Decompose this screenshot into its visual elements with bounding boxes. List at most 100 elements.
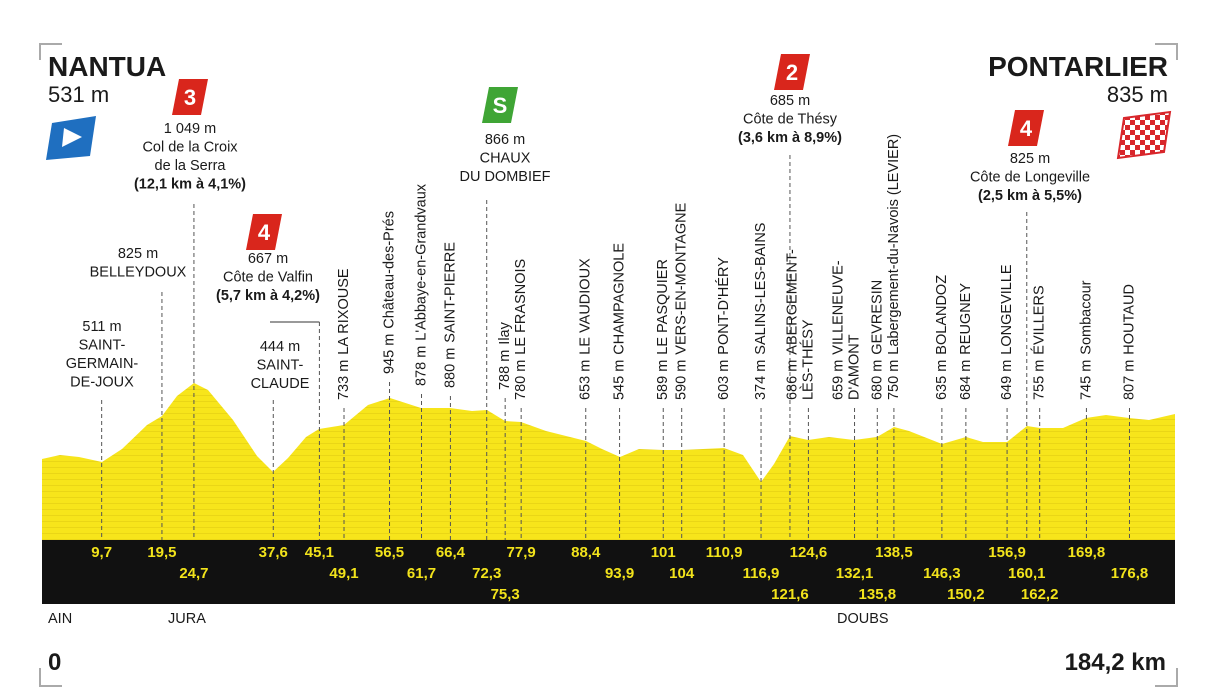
altitude: 788 m <box>497 350 513 390</box>
km-label: 19,5 <box>147 544 176 561</box>
altitude: 653 m <box>578 360 594 400</box>
place-name: Côte de Thésy <box>743 112 838 128</box>
altitude: 733 m <box>336 360 352 400</box>
waypoint-label: 780 m LE FRASNOIS <box>513 259 529 400</box>
altitude: 866 m <box>485 132 525 148</box>
region: JURA <box>168 611 206 627</box>
waypoint-label: 603 m PONT-D'HÉRY <box>715 257 732 400</box>
climb-detail: (12,1 km à 4,1%) <box>134 177 246 193</box>
altitude: 684 m <box>958 360 974 400</box>
km-label: 156,9 <box>988 544 1026 561</box>
km-label: 169,8 <box>1068 544 1106 561</box>
km-label: 150,2 <box>947 586 985 603</box>
place-name: DU DOMBIEF <box>459 169 550 185</box>
place-name: DE-JOUX <box>70 375 134 391</box>
place-name: VILLENEUVE- <box>831 260 847 354</box>
climb-detail: (3,6 km à 8,9%) <box>738 130 842 146</box>
altitude: 649 m <box>999 360 1015 400</box>
altitude: 780 m <box>513 360 529 400</box>
waypoint-label: 684 m REUGNEY <box>958 283 974 400</box>
waypoint-label: 755 m ÉVILLERS <box>1031 285 1048 400</box>
waypoint-label: LÈS-THÉSY <box>799 319 816 400</box>
km-label: 56,5 <box>375 544 404 561</box>
km-label: 116,9 <box>743 565 780 582</box>
waypoint-label: 590 m VERS-EN-MONTAGNE <box>674 202 690 400</box>
finish-name: PONTARLIER <box>988 51 1168 82</box>
altitude: 680 m <box>869 360 885 400</box>
place-name: SAINT-PIERRE <box>442 242 458 343</box>
place-name: Sombacour <box>1078 280 1094 354</box>
place-name: BELLEYDOUX <box>90 265 187 281</box>
altitude: 590 m <box>674 360 690 400</box>
km-label: 160,1 <box>1008 565 1046 582</box>
place-name: D'AMONT <box>847 334 863 400</box>
place-name: PONT-D'HÉRY <box>715 257 732 355</box>
waypoint-label: 659 m VILLENEUVE- <box>831 260 847 400</box>
start-alt: 531 m <box>48 82 109 107</box>
waypoint-label: 680 m GEVRESIN <box>869 280 885 400</box>
altitude: 1 049 m <box>164 121 216 137</box>
altitude: 589 m <box>655 360 671 400</box>
category-badge <box>172 79 208 115</box>
category-label: 4 <box>258 220 271 245</box>
km-label: 24,7 <box>179 565 208 582</box>
place-name: CHAUX <box>480 151 531 167</box>
waypoint-label: 686 m ABERGEMENT- <box>784 249 800 400</box>
altitude: 880 m <box>442 348 458 388</box>
altitude: 667 m <box>248 251 288 267</box>
altitude: 807 m <box>1121 360 1137 400</box>
km-label: 72,3 <box>472 565 501 582</box>
place-name: Côte de Valfin <box>223 270 313 286</box>
category-label: 2 <box>786 60 798 85</box>
altitude: 825 m <box>1010 151 1050 167</box>
category-label: 4 <box>1020 116 1033 141</box>
km-label: 37,6 <box>259 544 288 561</box>
km-label: 93,9 <box>605 565 634 582</box>
category-badge <box>774 54 810 90</box>
km-label: 101 <box>651 544 676 561</box>
waypoint-label: 945 m Château-des-Prés <box>382 211 398 374</box>
place-name: LE FRASNOIS <box>513 259 529 355</box>
altitude: 635 m <box>934 360 950 400</box>
km-label: 132,1 <box>836 565 874 582</box>
climb-detail: (2,5 km à 5,5%) <box>978 188 1082 204</box>
altitude: 685 m <box>770 93 810 109</box>
distance-total: 184,2 km <box>1065 649 1166 676</box>
place-name: L'Abbaye-en-Grandvaux <box>414 183 430 340</box>
km-label: 45,1 <box>305 544 334 561</box>
category-badge <box>246 214 282 250</box>
km-label: 162,2 <box>1021 586 1059 603</box>
waypoint-label: D'AMONT <box>847 334 863 400</box>
finish-flag <box>1116 110 1172 160</box>
altitude: 374 m <box>753 360 769 400</box>
start-arrow <box>62 128 82 147</box>
finish-alt: 835 m <box>1107 82 1168 107</box>
waypoint-label: 788 m Ilay <box>497 321 513 390</box>
region: DOUBS <box>837 611 889 627</box>
altitude: 745 m <box>1078 360 1094 400</box>
altitude: 878 m <box>414 346 430 386</box>
category-badge <box>482 87 518 123</box>
altitude: 755 m <box>1032 360 1048 400</box>
waypoint-label: 653 m LE VAUDIOUX <box>578 258 594 400</box>
category-label: 3 <box>184 85 196 110</box>
place-name: de la Serra <box>155 158 227 174</box>
region: AIN <box>48 611 72 627</box>
place-name: VERS-EN-MONTAGNE <box>674 202 690 354</box>
place-name: SAINT- <box>257 358 304 374</box>
place-name: Côte de Longeville <box>970 170 1090 186</box>
place-name: ÉVILLERS <box>1031 285 1048 354</box>
km-label: 77,9 <box>507 544 536 561</box>
waypoint-label: 589 m LE PASQUIER <box>655 259 671 400</box>
place-name: LONGEVILLE <box>999 264 1015 355</box>
km-label: 121,6 <box>771 586 809 603</box>
km-label: 110,9 <box>706 544 743 561</box>
km-band <box>42 540 1175 604</box>
km-label: 146,3 <box>923 565 961 582</box>
altitude: 825 m <box>118 246 158 262</box>
place-name: Ilay <box>497 321 513 344</box>
place-name: CHAMPAGNOLE <box>612 243 628 355</box>
waypoint-label: 750 m Labergement-du-Navois (LEVIER) <box>886 134 902 400</box>
waypoint-label: 635 m BOLANDOZ <box>934 275 950 400</box>
